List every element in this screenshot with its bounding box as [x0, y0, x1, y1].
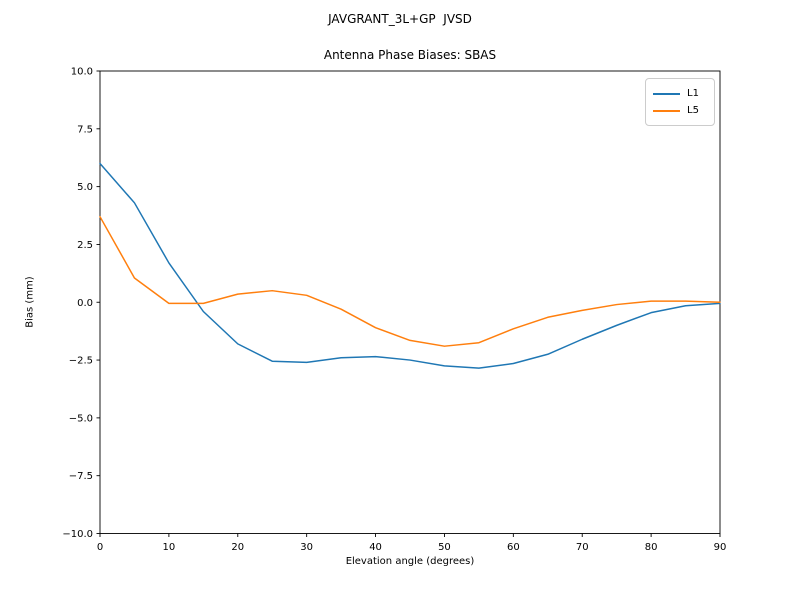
legend-label-l5: L5 [687, 104, 699, 116]
x-tick-label: 70 [576, 542, 589, 553]
y-tick-label: −2.5 [69, 356, 93, 367]
x-tick-label: 60 [507, 542, 520, 553]
x-tick-label: 80 [645, 542, 658, 553]
series-line-l1 [99, 162, 721, 369]
y-tick-label: 0.0 [77, 298, 93, 309]
legend-item-l5: L5 [653, 104, 714, 116]
series-line-l5 [99, 215, 721, 347]
x-tick-label: 0 [97, 542, 103, 553]
figure-title: JAVGRANT_3L+GP JVSD [328, 12, 472, 26]
legend-line-sample-l5 [653, 109, 680, 112]
x-axis-label: Elevation angle (degrees) [345, 556, 475, 567]
y-tick-label: −7.5 [69, 471, 93, 482]
x-tick-label: 90 [714, 542, 727, 553]
legend-label-l1: L1 [687, 87, 699, 99]
y-tick-label: 7.5 [77, 124, 93, 135]
legend-line-sample-l1 [653, 92, 680, 95]
legend: L1 L5 [645, 78, 715, 126]
x-tick-label: 40 [369, 542, 382, 553]
x-tick-label: 50 [438, 542, 451, 553]
x-tick-label: 30 [300, 542, 313, 553]
y-tick-label: −5.0 [69, 413, 93, 424]
y-tick-label: 5.0 [77, 182, 93, 193]
y-tick-label: −10.0 [62, 529, 93, 540]
y-tick-label: 2.5 [77, 240, 93, 251]
x-tick-label: 10 [163, 542, 176, 553]
axes-title: Antenna Phase Biases: SBAS [323, 48, 497, 62]
legend-item-l1: L1 [653, 87, 714, 99]
axes-spines [99, 70, 721, 534]
y-tick-label: 10.0 [71, 67, 93, 78]
x-tick-label: 20 [231, 542, 244, 553]
